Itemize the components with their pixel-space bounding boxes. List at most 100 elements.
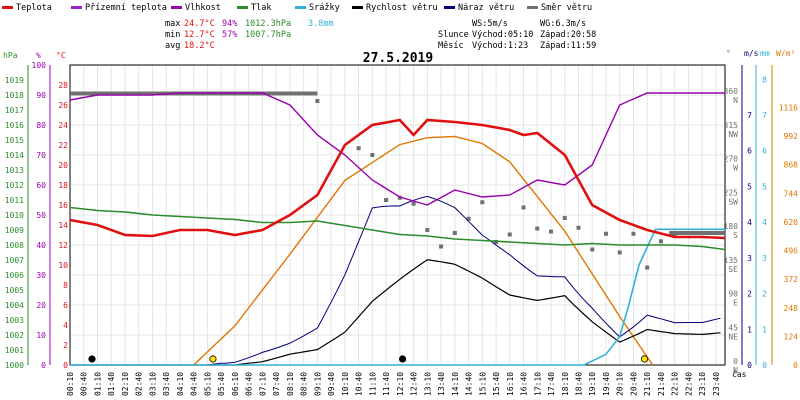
axis-ms-tick-label: 3 — [747, 254, 752, 263]
axis-hpa-tick-label: 1011 — [5, 196, 24, 205]
axis-pct: 0 10 20 30 40 50 60 70 80 90 100% — [32, 51, 51, 370]
axis-ms: 0 1 2 3 4 5 6 7 m/s — [741, 49, 759, 370]
axis-temp-tick-label: 22 — [58, 141, 68, 150]
legend: Teplota Přízemní teplota Vlhkost Tlak Srážky… — [2, 3, 592, 13]
axis-temp-tick-label: 4 — [63, 321, 68, 330]
axis-dir-tick-direction: NW — [728, 130, 738, 139]
stat-max-rain: 3.8mm — [308, 19, 334, 29]
series-pressure-line — [69, 206, 726, 251]
stat-avg-label: avg — [165, 41, 180, 51]
axis-wm2-tick-label: 248 — [784, 304, 799, 313]
grid — [69, 64, 725, 366]
axis-wm2-tick-label: 868 — [784, 161, 799, 170]
axis-hpa: 1000 1001 1002 1003 1004 1005 1006 1007 1008 1009… — [3, 51, 29, 370]
x-tick-label: 18:10 — [561, 372, 570, 396]
x-tick-label: 19:40 — [602, 372, 611, 396]
axis-hpa-tick-label: 1013 — [5, 166, 24, 175]
axis-hpa-tick-label: 1000 — [5, 361, 24, 370]
axis-dir-tick-label: 225 — [724, 188, 739, 197]
axis-hpa-tick-label: 1019 — [5, 76, 24, 85]
series-wind-dir-point — [452, 231, 457, 235]
x-tick-label: 00:40 — [80, 372, 89, 396]
stats-block: max 24.7°C 94% 1012.3hPa 3.8mm min 12.7°… — [165, 19, 596, 51]
x-tick-label: 12:10 — [396, 372, 405, 396]
axis-ms-tick-label: 0 — [747, 361, 752, 370]
axis-temp-tick-label: 6 — [63, 301, 68, 310]
series-wind-dir-point — [631, 231, 636, 236]
x-tick-label: 21:10 — [643, 372, 652, 396]
x-tick-label: 16:40 — [520, 372, 529, 396]
axis-dir-tick-label: 270 — [724, 155, 739, 164]
axis-ms-tick-label: 6 — [747, 147, 752, 156]
series-wind-dir-point — [549, 229, 554, 234]
axis-dir-tick-label: 90 — [728, 290, 738, 299]
axis-mm-tick-label: 0 — [762, 361, 767, 370]
legend-label-feels: Přízemní teplota — [85, 3, 167, 13]
axis-hpa-tick-label: 1003 — [5, 316, 24, 325]
stat-max-temp: 24.7°C — [184, 19, 215, 29]
legend-swatch-temp — [2, 6, 13, 9]
moon-marker — [209, 355, 217, 363]
x-tick-label: 04:10 — [176, 372, 185, 396]
x-tick-label: 03:40 — [162, 372, 171, 396]
x-tick-label: 17:40 — [547, 372, 556, 396]
stat-min-temp: 12.7°C — [184, 30, 215, 40]
x-tick-label: 15:10 — [478, 372, 487, 396]
legend-swatch-wg — [444, 6, 455, 9]
axis-temp-tick-label: 0 — [63, 361, 68, 370]
legend-label-hum: Vlhkost — [185, 3, 221, 13]
x-tick-label: 23:40 — [712, 372, 721, 396]
axis-ms-tick-label: 7 — [747, 111, 752, 120]
axis-dir-tick-direction: W — [733, 164, 738, 173]
axis-pct-tick-label: 40 — [36, 241, 46, 250]
axis-temp-tick-label: 28 — [58, 81, 68, 90]
axis-ms-unit: m/s — [744, 49, 759, 58]
axis-hpa-tick-label: 1007 — [5, 256, 24, 265]
legend-label-temp: Teplota — [16, 3, 52, 13]
stat-sun-label: Slunce — [438, 30, 469, 40]
x-tick-label: 14:10 — [451, 372, 460, 396]
axis-pct-tick-label: 60 — [36, 181, 46, 190]
x-tick-label: 00:10 — [66, 372, 75, 396]
axis-hpa-tick-label: 1018 — [5, 91, 24, 100]
series-wind-dir-point — [562, 216, 567, 220]
series-wind-dir-point — [658, 239, 663, 244]
axis-wm2-tick-label: 1116 — [779, 103, 798, 112]
x-tick-label: 08:40 — [300, 372, 309, 396]
legend-label-ws: Rychlost větru — [366, 3, 438, 13]
legend-swatch-hum — [171, 6, 182, 9]
axis-hpa-tick-label: 1002 — [5, 331, 24, 340]
x-tick-label: 19:10 — [588, 372, 597, 396]
x-tick-label: 22:40 — [684, 372, 693, 396]
stat-min-press: 1007.7hPa — [245, 30, 291, 40]
axis-ms-tick-label: 2 — [747, 290, 752, 299]
x-tick-label: 01:40 — [107, 372, 116, 396]
axis-temp-tick-label: 16 — [58, 201, 68, 210]
axis-dir-tick-label: 135 — [724, 256, 739, 265]
axis-temp-tick-label: 10 — [58, 261, 68, 270]
axis-dir-tick-label: 180 — [724, 222, 739, 231]
moon-marker — [640, 355, 649, 363]
axis-hpa-tick-label: 1012 — [5, 181, 24, 190]
x-tick-label: 06:40 — [245, 372, 254, 396]
series-wind-dir-point — [370, 153, 375, 157]
axis-pct-tick-label: 10 — [36, 331, 46, 340]
axis-mm-tick-label: 8 — [762, 75, 767, 84]
series-wind-dir-point — [384, 198, 389, 202]
axis-wm2-tick-label: 124 — [784, 332, 799, 341]
axis-wm2-tick-label: 0 — [793, 361, 798, 370]
axis-hpa-tick-label: 1017 — [5, 106, 24, 115]
axis-temp-tick-label: 14 — [58, 221, 68, 230]
x-tick-label: 23:10 — [698, 372, 707, 396]
series-layer — [69, 91, 726, 366]
axis-mm-tick-label: 5 — [762, 182, 767, 191]
series-wind-dir-point — [480, 200, 485, 205]
axis-pct-tick-label: 70 — [36, 151, 46, 160]
axis-temp-tick-label: 24 — [58, 121, 68, 130]
legend-label-rain: Srážky — [309, 3, 340, 13]
axis-mm: 0 1 2 3 4 5 6 7 8 mm — [755, 49, 770, 370]
axis-temp-unit: °C — [56, 51, 66, 60]
axis-hpa-tick-label: 1010 — [5, 211, 24, 220]
